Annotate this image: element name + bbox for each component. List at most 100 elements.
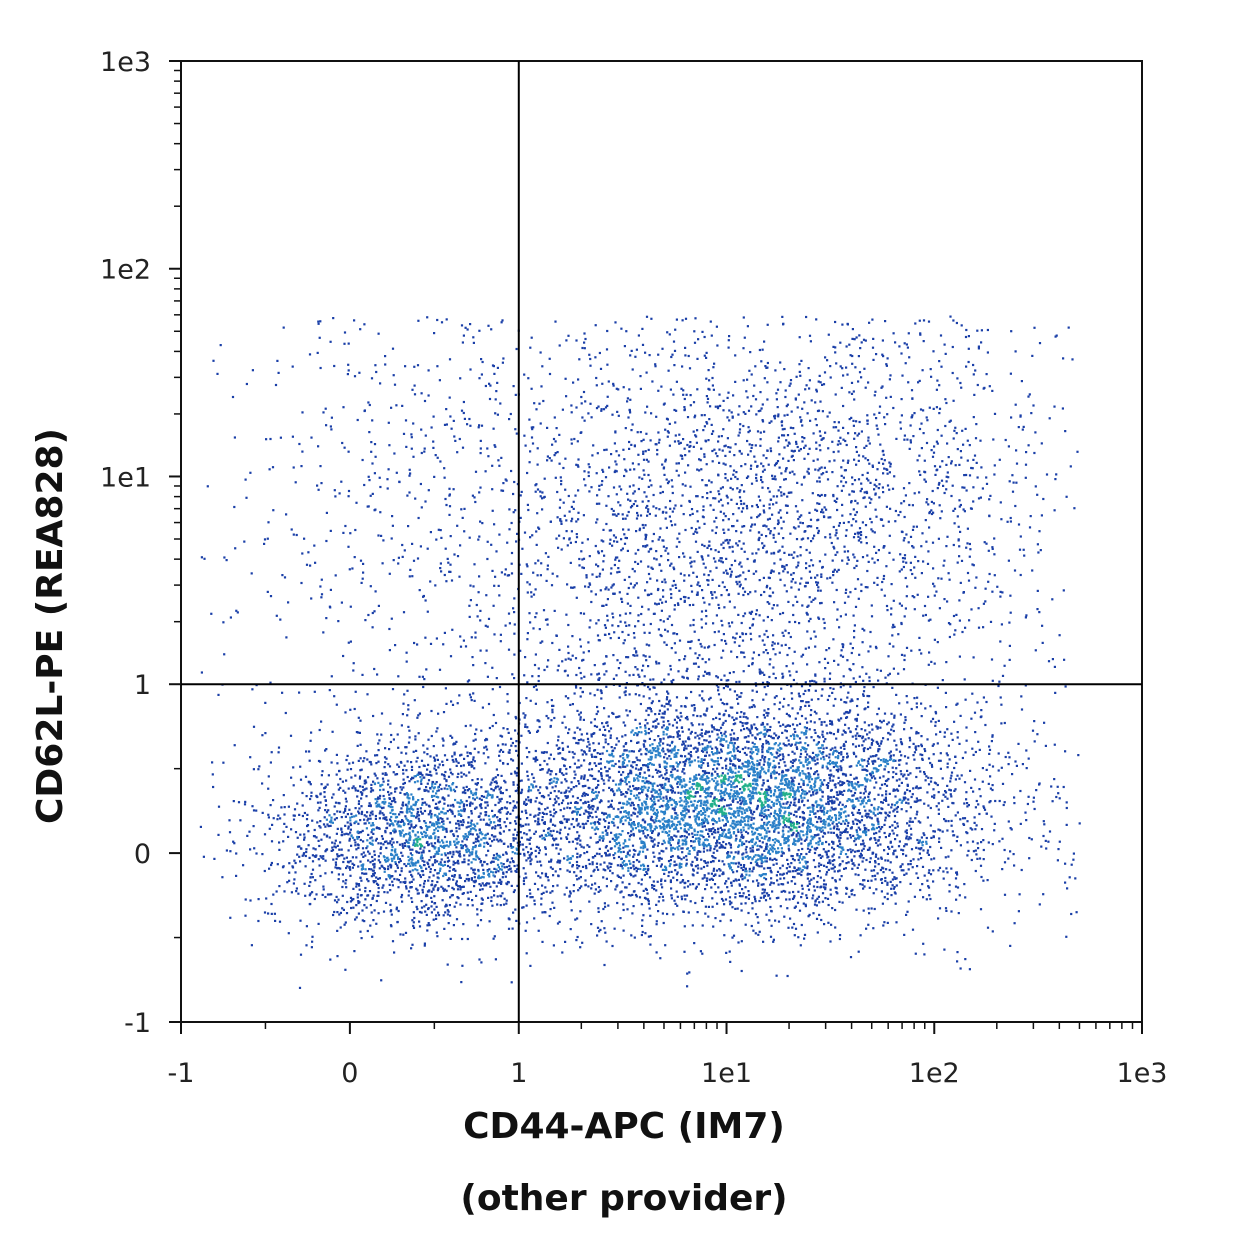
event-dot: [745, 784, 748, 787]
event-dot: [488, 875, 491, 878]
event-dot: [709, 795, 712, 798]
event-dot: [670, 855, 673, 859]
event-dot: [777, 817, 780, 820]
event-dot: [909, 806, 912, 809]
event-dot: [465, 799, 468, 803]
event-dot: [385, 846, 388, 850]
event-dot: [806, 763, 809, 766]
event-dot: [803, 839, 806, 842]
event-dot: [420, 866, 423, 869]
event-dot: [648, 823, 651, 826]
event-dot: [744, 746, 747, 749]
event-dot: [495, 780, 498, 783]
event-dot: [352, 887, 355, 890]
event-dot: [416, 807, 419, 811]
event-dot: [675, 754, 678, 757]
event-dot: [221, 876, 224, 879]
event-dot: [355, 856, 358, 859]
event-dot: [356, 835, 359, 839]
event-dot: [432, 887, 435, 890]
event-dot: [362, 760, 365, 763]
event-dot: [591, 826, 594, 829]
event-dot: [779, 877, 782, 880]
event-dot: [410, 947, 413, 950]
event-dot: [444, 812, 447, 815]
event-dot: [580, 738, 583, 741]
event-dot: [493, 780, 496, 784]
event-dot: [265, 897, 268, 900]
event-dot: [237, 801, 241, 804]
event-dot: [703, 825, 706, 828]
event-dot: [669, 859, 672, 862]
event-dot: [471, 899, 474, 902]
event-dot: [644, 806, 647, 809]
event-dot: [435, 914, 438, 917]
event-dot: [761, 873, 764, 877]
event-dot: [695, 750, 698, 753]
event-dot: [462, 805, 465, 808]
event-dot: [285, 825, 288, 828]
event-dot: [356, 831, 359, 834]
event-dot: [482, 795, 486, 798]
event-dot: [325, 748, 328, 751]
event-dot: [557, 843, 560, 846]
event-dot: [582, 739, 585, 742]
event-dot: [404, 746, 407, 749]
event-dot: [374, 814, 377, 818]
event-dot: [888, 834, 891, 837]
event-dot: [929, 780, 933, 783]
event-dot: [752, 774, 755, 777]
event-dot: [420, 856, 423, 859]
event-dot: [732, 857, 735, 860]
event-dot: [727, 829, 730, 832]
event-dot: [435, 754, 438, 757]
event-dot: [659, 790, 662, 793]
event-dot: [591, 788, 594, 791]
event-dot: [520, 836, 523, 839]
event-dot: [673, 809, 676, 812]
event-dot: [814, 753, 818, 757]
event-dot: [364, 886, 367, 890]
event-dot: [336, 901, 339, 904]
event-dot: [739, 715, 742, 718]
event-dot: [634, 797, 637, 800]
event-dot: [652, 809, 655, 812]
event-dot: [731, 706, 734, 709]
event-dot: [390, 857, 393, 860]
event-dot: [734, 778, 737, 781]
event-dot: [765, 832, 768, 835]
event-dot: [657, 769, 660, 772]
event-dot: [835, 761, 838, 764]
event-dot: [819, 806, 822, 809]
event-dot: [682, 790, 685, 793]
event-dot: [746, 717, 749, 720]
event-dot: [500, 840, 503, 843]
event-dot: [443, 863, 446, 866]
event-dot: [950, 771, 954, 774]
event-dot: [629, 789, 632, 793]
event-dot: [669, 839, 672, 842]
event-dot: [396, 866, 399, 869]
event-dot: [789, 744, 792, 747]
event-dot: [430, 890, 433, 893]
event-dot: [788, 804, 792, 807]
event-dot: [624, 780, 627, 783]
event-dot: [438, 800, 442, 803]
event-dot: [497, 866, 500, 869]
event-dot: [462, 892, 465, 895]
event-dot: [568, 750, 571, 753]
event-dot: [587, 858, 590, 861]
event-dot: [543, 838, 546, 841]
event-dot: [764, 860, 767, 863]
event-dot: [309, 876, 312, 879]
event-dot: [391, 846, 394, 849]
event-dot: [384, 773, 387, 776]
event-dot: [697, 824, 700, 827]
event-dot: [515, 806, 518, 809]
event-dot: [673, 860, 676, 863]
event-dot: [345, 800, 348, 803]
event-dot: [797, 790, 800, 793]
event-dot: [676, 715, 679, 718]
event-dot: [389, 840, 392, 843]
event-dot: [469, 804, 472, 807]
